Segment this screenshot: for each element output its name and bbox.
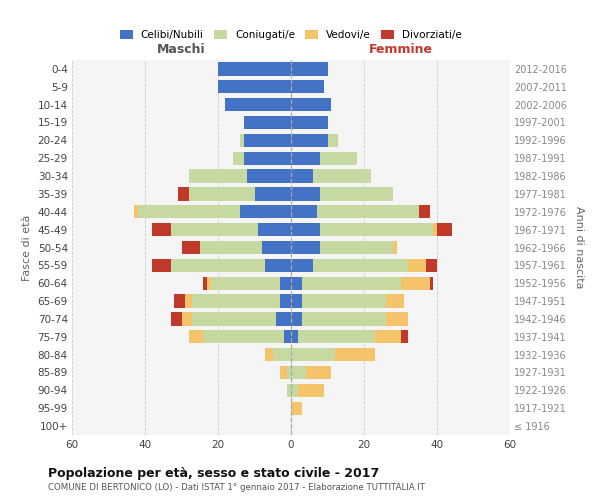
Bar bbox=[291, 330, 298, 344]
Bar bbox=[254, 187, 291, 200]
Bar bbox=[152, 223, 170, 236]
Bar bbox=[244, 134, 291, 147]
Bar bbox=[419, 205, 430, 218]
Bar bbox=[240, 134, 244, 147]
Bar bbox=[280, 366, 287, 379]
Bar bbox=[291, 205, 317, 218]
Bar bbox=[200, 241, 262, 254]
Bar bbox=[291, 116, 328, 129]
Bar bbox=[317, 205, 419, 218]
Bar bbox=[291, 134, 328, 147]
Bar bbox=[393, 241, 397, 254]
Bar bbox=[291, 384, 298, 397]
Bar bbox=[170, 258, 265, 272]
Bar bbox=[291, 98, 331, 112]
Y-axis label: Fasce di età: Fasce di età bbox=[22, 214, 32, 280]
Legend: Celibi/Nubili, Coniugati/e, Vedovi/e, Divorziati/e: Celibi/Nubili, Coniugati/e, Vedovi/e, Di… bbox=[120, 30, 462, 40]
Bar bbox=[262, 241, 291, 254]
Bar bbox=[430, 276, 433, 290]
Bar bbox=[218, 62, 291, 76]
Bar bbox=[320, 241, 393, 254]
Bar bbox=[291, 294, 302, 308]
Bar bbox=[320, 152, 356, 165]
Bar bbox=[170, 312, 182, 326]
Bar bbox=[287, 384, 291, 397]
Bar bbox=[298, 384, 324, 397]
Bar bbox=[182, 241, 200, 254]
Bar bbox=[280, 294, 291, 308]
Bar bbox=[280, 276, 291, 290]
Bar bbox=[335, 348, 375, 362]
Bar bbox=[401, 276, 430, 290]
Bar bbox=[291, 152, 320, 165]
Bar bbox=[178, 187, 189, 200]
Bar bbox=[291, 366, 305, 379]
Bar bbox=[265, 348, 273, 362]
Bar bbox=[313, 170, 371, 183]
Bar bbox=[291, 80, 324, 94]
Bar bbox=[291, 258, 313, 272]
Bar bbox=[189, 330, 203, 344]
Bar bbox=[203, 330, 284, 344]
Bar bbox=[291, 187, 320, 200]
Bar bbox=[174, 294, 185, 308]
Bar bbox=[218, 80, 291, 94]
Bar bbox=[302, 294, 386, 308]
Bar bbox=[298, 330, 375, 344]
Bar bbox=[320, 187, 393, 200]
Bar bbox=[302, 312, 386, 326]
Bar bbox=[433, 223, 437, 236]
Bar bbox=[408, 258, 426, 272]
Y-axis label: Anni di nascita: Anni di nascita bbox=[574, 206, 584, 289]
Bar bbox=[401, 330, 408, 344]
Bar bbox=[211, 276, 280, 290]
Bar bbox=[247, 170, 291, 183]
Bar bbox=[138, 205, 240, 218]
Bar bbox=[291, 402, 302, 415]
Bar bbox=[134, 205, 138, 218]
Bar bbox=[284, 330, 291, 344]
Text: Popolazione per età, sesso e stato civile - 2017: Popolazione per età, sesso e stato civil… bbox=[48, 468, 379, 480]
Bar bbox=[170, 223, 258, 236]
Bar bbox=[233, 152, 244, 165]
Bar bbox=[152, 258, 170, 272]
Bar bbox=[302, 276, 401, 290]
Bar bbox=[291, 62, 328, 76]
Bar bbox=[240, 205, 291, 218]
Bar bbox=[287, 366, 291, 379]
Bar bbox=[426, 258, 437, 272]
Bar bbox=[277, 312, 291, 326]
Bar bbox=[258, 223, 291, 236]
Bar bbox=[328, 134, 338, 147]
Bar bbox=[291, 312, 302, 326]
Text: Maschi: Maschi bbox=[157, 44, 206, 57]
Bar bbox=[189, 187, 254, 200]
Bar bbox=[182, 312, 193, 326]
Bar bbox=[291, 170, 313, 183]
Bar bbox=[207, 276, 211, 290]
Bar bbox=[226, 98, 291, 112]
Bar bbox=[386, 294, 404, 308]
Bar bbox=[291, 241, 320, 254]
Bar bbox=[203, 276, 207, 290]
Text: Femmine: Femmine bbox=[368, 44, 433, 57]
Bar bbox=[291, 223, 320, 236]
Text: COMUNE DI BERTONICO (LO) - Dati ISTAT 1° gennaio 2017 - Elaborazione TUTTITALIA.: COMUNE DI BERTONICO (LO) - Dati ISTAT 1°… bbox=[48, 484, 425, 492]
Bar bbox=[305, 366, 331, 379]
Bar bbox=[375, 330, 401, 344]
Bar bbox=[313, 258, 408, 272]
Bar bbox=[291, 276, 302, 290]
Bar bbox=[193, 312, 277, 326]
Bar bbox=[386, 312, 408, 326]
Bar bbox=[437, 223, 452, 236]
Bar bbox=[244, 116, 291, 129]
Bar bbox=[189, 170, 247, 183]
Bar bbox=[265, 258, 291, 272]
Bar bbox=[291, 348, 335, 362]
Bar bbox=[273, 348, 291, 362]
Bar bbox=[193, 294, 280, 308]
Bar bbox=[320, 223, 433, 236]
Bar bbox=[244, 152, 291, 165]
Bar bbox=[185, 294, 193, 308]
